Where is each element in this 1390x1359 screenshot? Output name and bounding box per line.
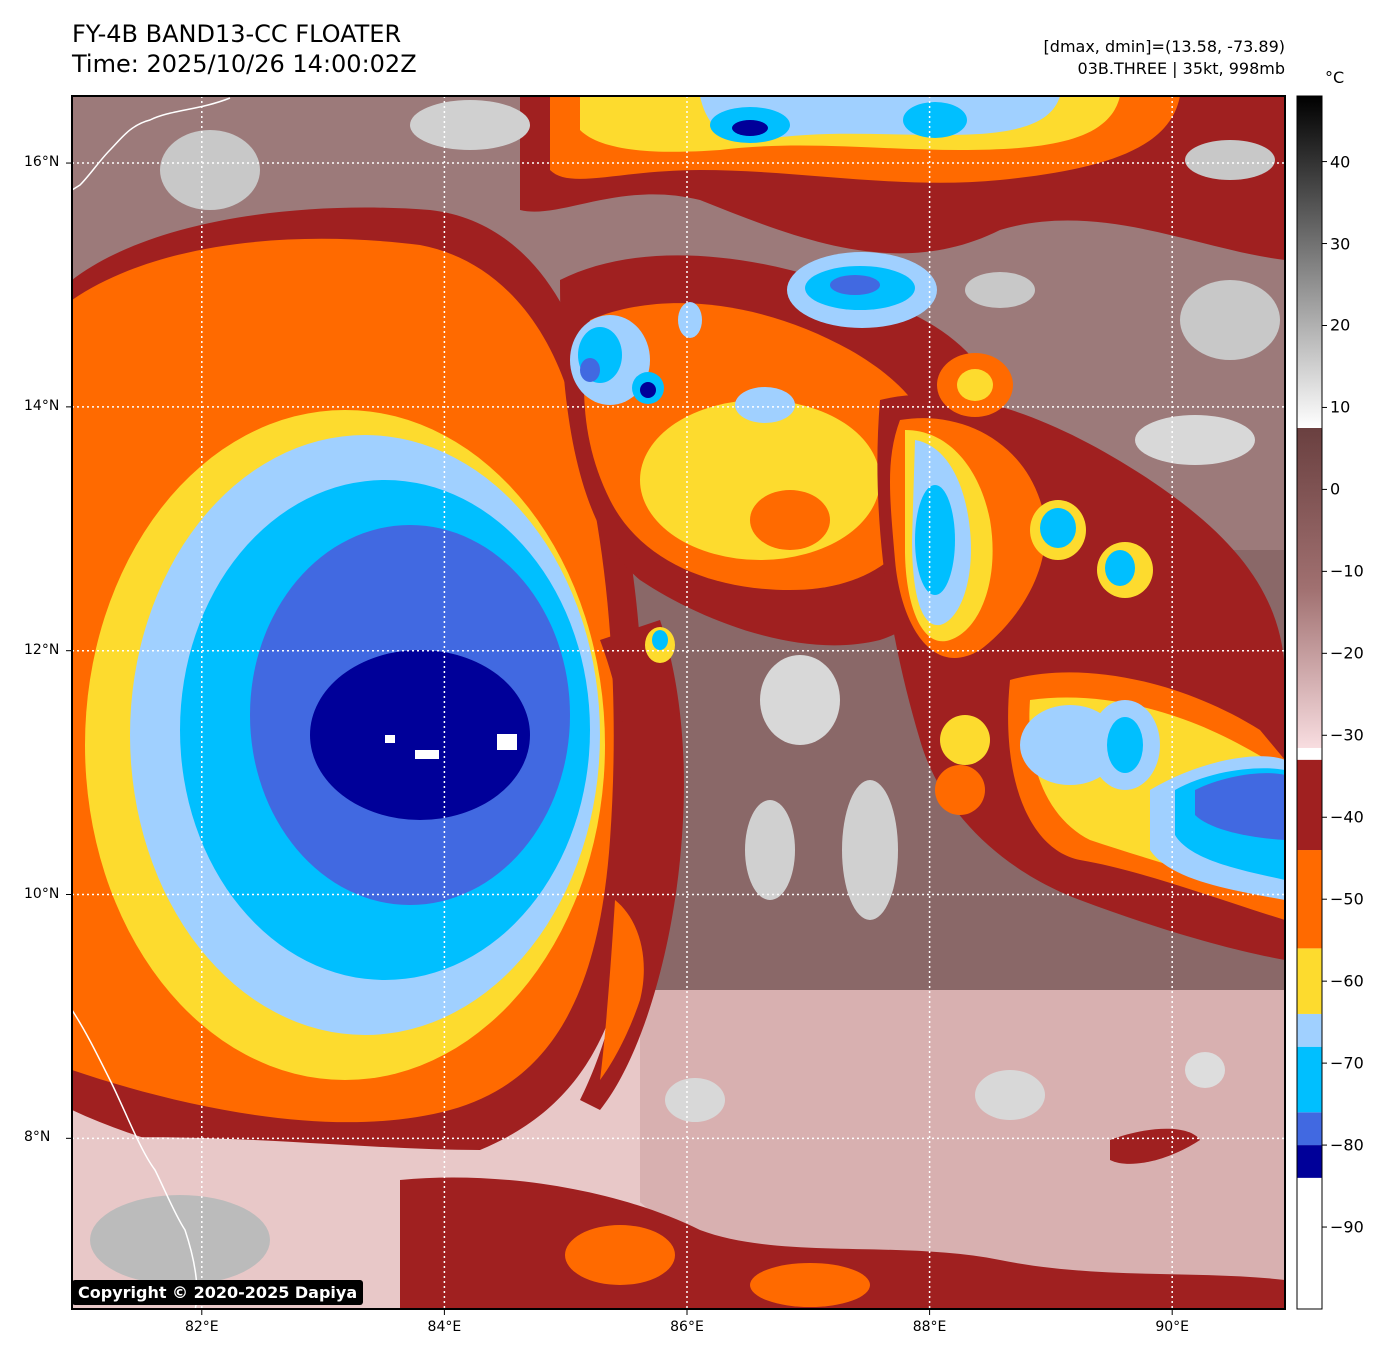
map-frame — [71, 95, 1286, 1310]
colorbar-tick-label: −80 — [1330, 1135, 1364, 1155]
graticule — [72, 96, 1285, 1309]
colorbar-warm-segment — [1297, 428, 1322, 748]
lon-tick-label: 84°E — [427, 1319, 462, 1335]
colorbar-band — [1297, 1177, 1322, 1309]
colorbar-band — [1297, 1013, 1322, 1047]
colorbar-tick-label: 0 — [1330, 479, 1341, 499]
colorbar-tick-label: 20 — [1330, 315, 1351, 335]
colorbar-tick-label: −90 — [1330, 1217, 1364, 1237]
colorbar-tick-label: −20 — [1330, 643, 1364, 663]
colorbar-band — [1297, 759, 1322, 851]
colorbar-tick-label: −50 — [1330, 889, 1364, 909]
colorbar-tick-label: −10 — [1330, 561, 1364, 581]
colorbar-grey-segment — [1297, 96, 1322, 428]
colorbar-tick-label: 30 — [1330, 234, 1351, 254]
lat-tick-label: 14°N — [24, 397, 60, 414]
colorbar-unit: °C — [1325, 68, 1345, 87]
lon-tick-label: 88°E — [912, 1319, 947, 1335]
colorbar-tick-label: −70 — [1330, 1053, 1364, 1073]
colorbar-tick-label: −30 — [1330, 725, 1364, 745]
colorbar-tick-label: 40 — [1330, 152, 1351, 172]
lon-tick-label: 82°E — [184, 1319, 219, 1335]
axis-ticks — [66, 162, 1173, 1315]
lat-tick-label: 8°N — [24, 1129, 51, 1146]
lat-tick-label: 12°N — [24, 641, 60, 658]
colorbar-tick-label: 10 — [1330, 397, 1351, 417]
storm-info: 03B.THREE | 35kt, 998mb — [1077, 59, 1285, 78]
sri-lanka-coastline — [72, 1009, 198, 1309]
colorbar — [1296, 95, 1327, 1310]
map-time: Time: 2025/10/26 14:00:02Z — [72, 50, 417, 78]
northern-convection — [520, 96, 1285, 260]
lon-tick-label: 86°E — [670, 1319, 704, 1335]
eastern-convection — [877, 353, 1285, 961]
colorbar-tick-label: −60 — [1330, 971, 1364, 991]
colorbar-band — [1297, 948, 1322, 1014]
colorbar-band — [1297, 1112, 1322, 1146]
lat-tick-label: 10°N — [24, 885, 60, 902]
data-range-stats: [dmax, dmin]=(13.58, -73.89) — [1043, 37, 1285, 56]
colorbar-band — [1297, 850, 1322, 949]
copyright-badge: Copyright © 2020-2025 Dapiya — [72, 1280, 364, 1305]
colorbar-tick-label: −40 — [1330, 807, 1364, 827]
warm-surface-patches — [90, 100, 1280, 1285]
cyclone-cloud-shield — [72, 207, 644, 1171]
imagery-layer — [72, 96, 1285, 1309]
colorbar-frame — [1296, 95, 1323, 1310]
central-convection — [560, 252, 1004, 646]
colorbar-band — [1297, 1145, 1322, 1178]
map-title: FY-4B BAND13-CC FLOATER — [72, 20, 402, 48]
lon-tick-label: 90°E — [1155, 1319, 1190, 1335]
india-coastline — [72, 97, 231, 191]
lat-tick-label: 16°N — [24, 154, 60, 171]
convective-line — [580, 620, 684, 1110]
colorbar-band — [1297, 1046, 1322, 1113]
